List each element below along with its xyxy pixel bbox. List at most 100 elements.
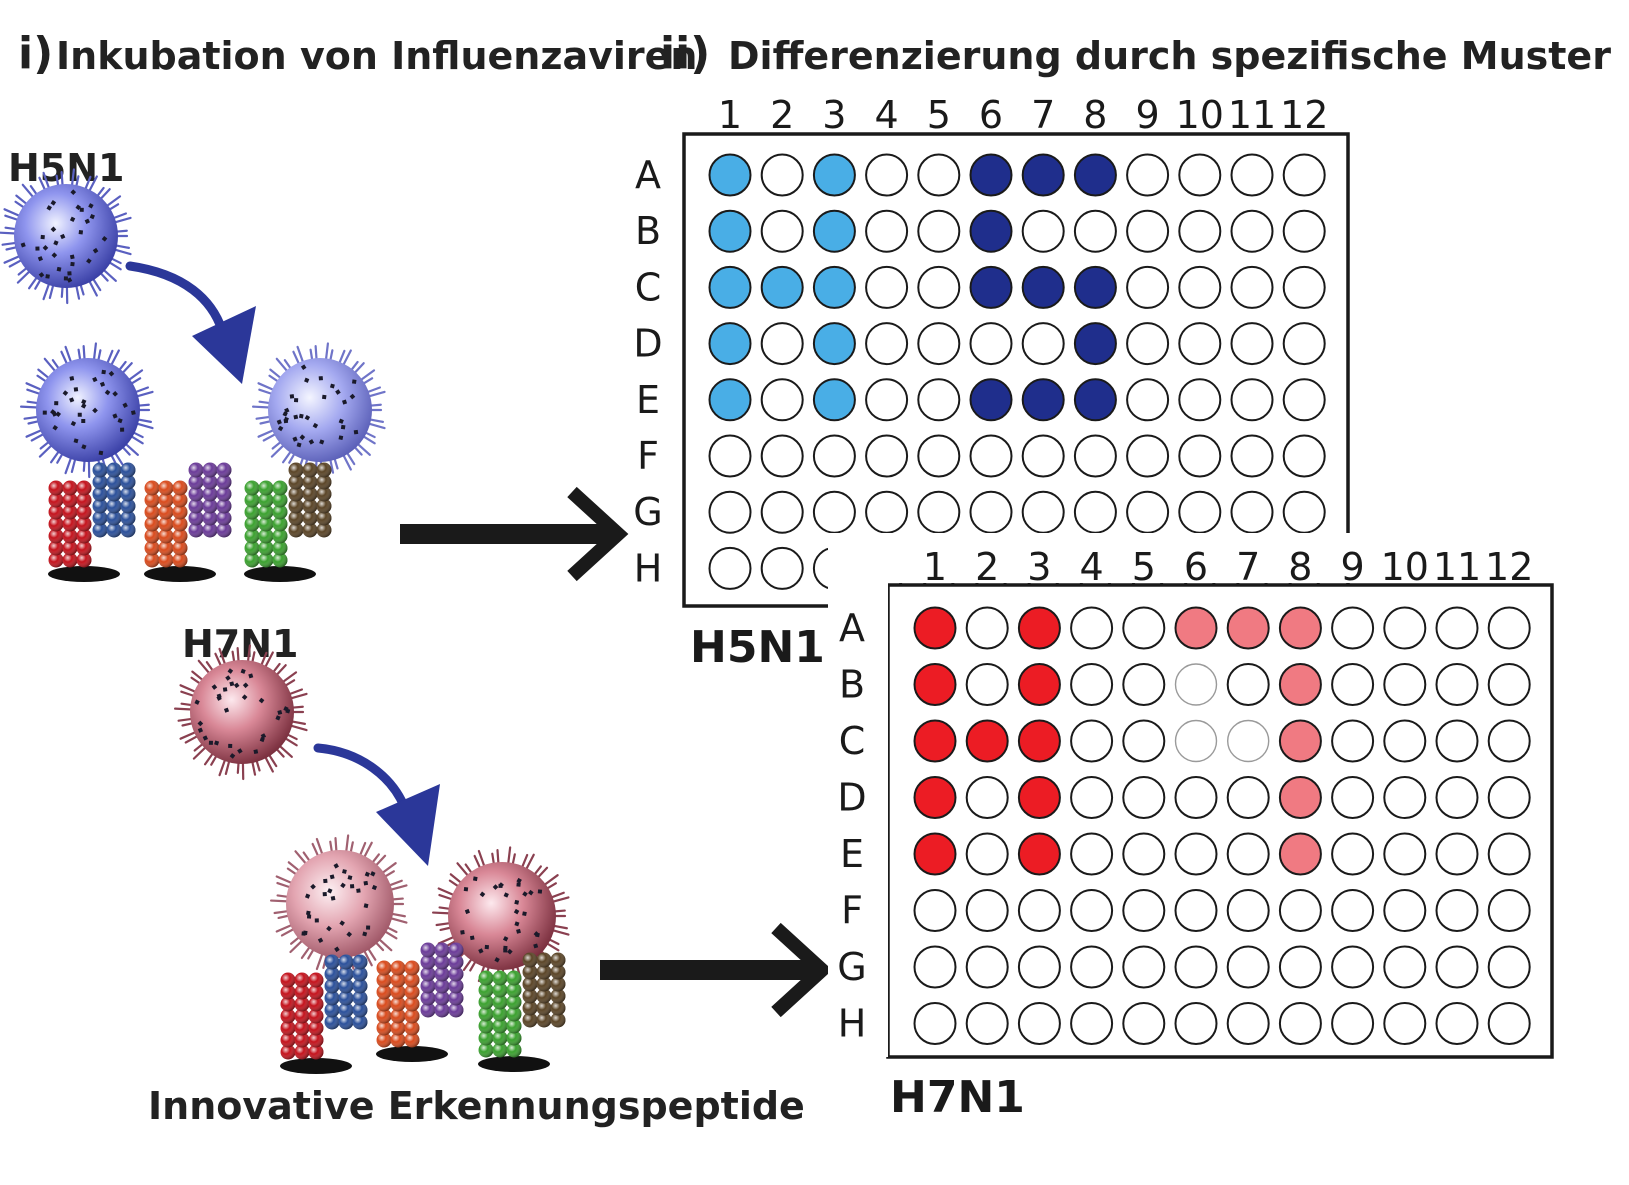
- peptide-column: [188, 462, 232, 538]
- well-H1: [708, 546, 752, 590]
- curved-arrow-h5n1-icon: [125, 261, 256, 384]
- well-C11: [1230, 265, 1274, 309]
- well-E4: [1070, 832, 1114, 876]
- well-C10: [1178, 265, 1222, 309]
- column-header: 4: [875, 93, 899, 137]
- well-G9: [1331, 945, 1375, 989]
- well-A11: [1230, 153, 1274, 197]
- well-H3: [1017, 1002, 1061, 1045]
- well-G3: [812, 490, 856, 534]
- well-E4: [865, 378, 909, 422]
- well-E11: [1230, 378, 1274, 422]
- well-C10: [1383, 719, 1427, 763]
- column-header: 11: [1228, 93, 1276, 137]
- well-B8: [1278, 663, 1322, 706]
- well-C7: [1021, 265, 1065, 309]
- well-E5: [917, 378, 961, 422]
- well-F12: [1487, 889, 1531, 932]
- well-G1: [913, 945, 957, 989]
- column-header: 2: [770, 93, 794, 137]
- row-header: B: [635, 209, 661, 253]
- well-F3: [1017, 889, 1061, 932]
- well-D7: [1021, 322, 1065, 366]
- well-D7: [1226, 776, 1270, 819]
- well-E1: [913, 832, 957, 876]
- peptide-stack-group: [144, 566, 216, 582]
- column-header: 1: [923, 545, 947, 589]
- well-D6: [969, 322, 1013, 366]
- column-header: 8: [1288, 545, 1312, 589]
- well-F6: [1174, 889, 1218, 932]
- peptide-stack-group: [280, 1058, 352, 1074]
- well-A11: [1435, 606, 1479, 650]
- well-F2: [760, 434, 804, 478]
- well-F9: [1126, 434, 1170, 478]
- well-E9: [1126, 378, 1170, 422]
- well-D10: [1178, 322, 1222, 366]
- section-ii-numeral: ii): [660, 28, 711, 79]
- well-G5: [917, 490, 961, 534]
- plate-name: H5N1: [690, 622, 825, 673]
- virus-h5n1-bound-icon: [19, 342, 154, 479]
- well-G1: [708, 490, 752, 534]
- well-E3: [1017, 832, 1061, 876]
- well-D8: [1278, 776, 1322, 819]
- row-header: C: [635, 265, 662, 309]
- well-F5: [1122, 889, 1166, 932]
- well-E11: [1435, 832, 1479, 876]
- column-header: 12: [1485, 545, 1533, 589]
- column-header: 11: [1433, 545, 1481, 589]
- well-B6: [969, 209, 1013, 253]
- section-i-numeral: i): [18, 28, 54, 79]
- well-F4: [865, 434, 909, 478]
- well-C12: [1487, 719, 1531, 763]
- well-G7: [1226, 945, 1270, 989]
- well-A6: [969, 153, 1013, 197]
- well-H11: [1435, 1002, 1479, 1045]
- well-D2: [965, 776, 1009, 819]
- well-H5: [1122, 1002, 1166, 1045]
- well-A12: [1487, 606, 1531, 650]
- well-E3: [812, 378, 856, 422]
- well-D4: [1070, 776, 1114, 819]
- well-A4: [1070, 606, 1114, 650]
- column-header: 7: [1236, 545, 1260, 589]
- row-header: A: [839, 606, 865, 650]
- peptide-column: [48, 480, 92, 568]
- well-B11: [1435, 663, 1479, 706]
- well-F4: [1070, 889, 1114, 932]
- well-B2: [760, 209, 804, 253]
- well-G5: [1122, 945, 1166, 989]
- well-H2: [965, 1002, 1009, 1045]
- well-A8: [1073, 153, 1117, 197]
- column-header: 9: [1136, 93, 1160, 137]
- peptide-column: [376, 960, 420, 1048]
- well-C5: [917, 265, 961, 309]
- well-C4: [865, 265, 909, 309]
- well-D4: [865, 322, 909, 366]
- well-F7: [1226, 889, 1270, 932]
- well-G11: [1230, 490, 1274, 534]
- column-header: 8: [1083, 93, 1107, 137]
- well-E6: [969, 378, 1013, 422]
- well-D9: [1331, 776, 1375, 819]
- well-B7: [1021, 209, 1065, 253]
- peptide-column: [280, 972, 324, 1060]
- well-B4: [1070, 663, 1114, 706]
- curved-arrow-h7n1-icon: [313, 743, 440, 866]
- well-G9: [1126, 490, 1170, 534]
- well-C7: [1226, 719, 1270, 763]
- well-G3: [1017, 945, 1061, 989]
- well-C3: [812, 265, 856, 309]
- peptide-stack-group: [376, 1046, 448, 1062]
- peptide-column: [324, 954, 368, 1030]
- column-header: 7: [1031, 93, 1055, 137]
- peptide-column: [478, 970, 522, 1058]
- well-E2: [760, 378, 804, 422]
- well-G10: [1178, 490, 1222, 534]
- peptide-column: [244, 480, 288, 568]
- row-header: F: [841, 889, 863, 933]
- well-D9: [1126, 322, 1170, 366]
